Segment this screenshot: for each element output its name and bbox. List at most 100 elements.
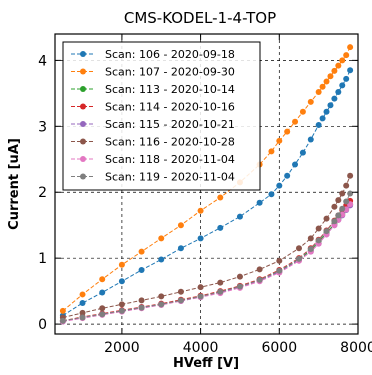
data-point-0-11 bbox=[268, 191, 275, 198]
data-point-0-4 bbox=[138, 267, 145, 274]
data-point-7-11 bbox=[276, 267, 283, 274]
data-point-7-17 bbox=[335, 212, 342, 219]
data-point-0-9 bbox=[236, 213, 243, 220]
y-tick-label-2: 2 bbox=[38, 185, 47, 201]
data-point-0-21 bbox=[331, 95, 338, 102]
data-point-1-20 bbox=[327, 73, 334, 80]
data-point-0-24 bbox=[343, 75, 350, 82]
data-point-5-13 bbox=[307, 235, 314, 242]
data-series bbox=[59, 44, 354, 325]
data-point-7-5 bbox=[158, 301, 165, 308]
data-point-1-24 bbox=[343, 52, 350, 59]
legend-label-4: Scan: 115 - 2020-10-21 bbox=[105, 118, 235, 131]
data-point-7-19 bbox=[343, 198, 350, 205]
data-point-0-13 bbox=[284, 172, 291, 179]
data-point-7-18 bbox=[339, 205, 346, 212]
data-point-0-20 bbox=[327, 102, 334, 109]
legend-box bbox=[62, 41, 261, 191]
y-tick-label-3: 3 bbox=[38, 119, 47, 135]
legend-label-5: Scan: 116 - 2020-10-28 bbox=[105, 136, 235, 149]
x-axis-label: HVeff [V] bbox=[173, 356, 239, 371]
legend-label-6: Scan: 118 - 2020-11-04 bbox=[105, 153, 235, 166]
y-tick-label-4: 4 bbox=[38, 53, 47, 69]
data-point-7-15 bbox=[323, 228, 330, 235]
data-point-1-7 bbox=[197, 207, 204, 214]
data-point-0-22 bbox=[335, 89, 342, 96]
data-point-7-10 bbox=[256, 276, 263, 283]
data-point-5-12 bbox=[295, 245, 302, 252]
data-point-5-20 bbox=[347, 172, 354, 179]
data-point-0-12 bbox=[276, 182, 283, 189]
y-tick-label-1: 1 bbox=[38, 251, 47, 267]
data-point-1-13 bbox=[284, 128, 291, 135]
legend-label-1: Scan: 107 - 2020-09-30 bbox=[105, 66, 235, 79]
data-point-5-9 bbox=[236, 273, 243, 280]
data-point-5-4 bbox=[138, 297, 145, 304]
data-point-5-14 bbox=[315, 225, 322, 232]
data-point-7-0 bbox=[59, 317, 66, 324]
data-point-7-9 bbox=[236, 283, 243, 290]
data-point-7-14 bbox=[315, 237, 322, 244]
data-point-1-17 bbox=[315, 89, 322, 96]
data-point-7-20 bbox=[347, 190, 354, 197]
data-point-7-8 bbox=[217, 288, 224, 295]
data-point-7-6 bbox=[177, 297, 184, 304]
data-point-0-5 bbox=[158, 256, 165, 263]
data-point-1-22 bbox=[335, 62, 342, 69]
data-point-7-4 bbox=[138, 304, 145, 311]
data-point-7-12 bbox=[295, 255, 302, 262]
data-point-5-8 bbox=[217, 279, 224, 286]
legend-label-3: Scan: 114 - 2020-10-16 bbox=[105, 101, 235, 114]
data-point-1-14 bbox=[292, 118, 299, 125]
data-point-1-19 bbox=[323, 78, 330, 85]
data-point-1-4 bbox=[138, 248, 145, 255]
data-point-0-23 bbox=[339, 82, 346, 89]
legend: Scan: 106 - 2020-09-18 Scan: 107 - 2020-0… bbox=[62, 41, 261, 191]
data-point-0-16 bbox=[307, 136, 314, 143]
series-line-1 bbox=[62, 46, 351, 312]
x-tick-label-0: 2000 bbox=[104, 340, 140, 356]
chart-title: CMS-KODEL-1-4-TOP bbox=[124, 9, 276, 27]
legend-marker-2 bbox=[80, 86, 86, 92]
axis-ticks: 2000 4000 6000 8000 0 1 2 3 4 bbox=[38, 34, 372, 356]
data-point-1-2 bbox=[99, 276, 106, 283]
data-point-0-17 bbox=[315, 121, 322, 128]
x-tick-label-3: 8000 bbox=[340, 340, 372, 356]
series-1 bbox=[59, 44, 354, 314]
legend-marker-6 bbox=[80, 156, 86, 162]
data-point-0-6 bbox=[177, 245, 184, 252]
data-point-1-23 bbox=[339, 57, 346, 64]
data-point-1-21 bbox=[331, 67, 338, 74]
data-point-0-3 bbox=[118, 278, 125, 285]
data-point-7-7 bbox=[197, 293, 204, 300]
data-point-1-25 bbox=[347, 44, 354, 51]
data-point-0-10 bbox=[256, 199, 263, 206]
data-point-5-6 bbox=[177, 288, 184, 295]
data-point-0-1 bbox=[79, 300, 86, 307]
x-tick-label-2: 6000 bbox=[261, 340, 297, 356]
data-point-5-5 bbox=[158, 293, 165, 300]
data-point-0-2 bbox=[99, 289, 106, 296]
data-point-1-5 bbox=[158, 235, 165, 242]
y-axis-label: Current [uA] bbox=[7, 138, 22, 230]
data-point-1-6 bbox=[177, 222, 184, 229]
data-point-0-18 bbox=[319, 115, 326, 122]
data-point-1-11 bbox=[268, 148, 275, 155]
data-point-1-3 bbox=[118, 261, 125, 268]
data-point-5-17 bbox=[335, 197, 342, 204]
data-point-5-11 bbox=[276, 257, 283, 264]
legend-marker-5 bbox=[80, 138, 86, 145]
legend-label-0: Scan: 106 - 2020-09-18 bbox=[105, 48, 235, 61]
data-point-5-19 bbox=[343, 182, 350, 189]
data-point-0-7 bbox=[197, 235, 204, 242]
data-point-0-8 bbox=[217, 224, 224, 231]
data-point-7-1 bbox=[79, 314, 86, 321]
data-point-7-13 bbox=[307, 245, 314, 252]
data-point-1-0 bbox=[59, 307, 66, 314]
data-point-1-8 bbox=[217, 194, 224, 201]
data-point-5-2 bbox=[99, 305, 106, 312]
data-point-5-15 bbox=[323, 215, 330, 222]
legend-marker-7 bbox=[80, 173, 86, 180]
series-7 bbox=[59, 190, 354, 324]
